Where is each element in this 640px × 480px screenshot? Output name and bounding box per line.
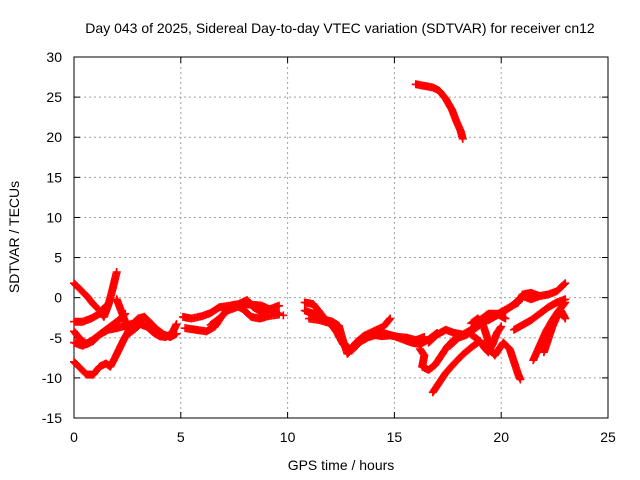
- data-point: [172, 329, 181, 338]
- data-point: [497, 322, 506, 331]
- series-satellite-track-24: [529, 298, 570, 365]
- series-satellite-track-15: [411, 80, 467, 143]
- series-satellite-track-21: [467, 322, 506, 357]
- data-marks: [70, 80, 570, 397]
- data-point: [101, 302, 110, 311]
- y-tick-label: -10: [42, 370, 62, 386]
- data-point: [172, 320, 181, 329]
- data-point: [112, 267, 121, 276]
- x-tick-label: 15: [387, 429, 403, 445]
- y-tick-label: 15: [46, 169, 62, 185]
- data-point: [386, 314, 395, 323]
- y-tick-label: 20: [46, 129, 62, 145]
- data-point: [496, 323, 505, 332]
- x-tick-label: 20: [493, 429, 509, 445]
- grid-lines: [74, 57, 608, 418]
- plot-frame: [73, 56, 609, 419]
- series-satellite-track-23: [510, 295, 570, 334]
- data-point: [102, 301, 111, 310]
- data-point: [560, 299, 569, 308]
- series-satellite-track-22: [484, 279, 570, 325]
- chart-title: Day 043 of 2025, Sidereal Day-to-day VTE…: [85, 20, 595, 36]
- series-satellite-track-11: [279, 311, 288, 320]
- series-satellite-track-13: [300, 306, 429, 355]
- y-tick-label: 5: [54, 250, 62, 266]
- data-point: [561, 314, 570, 323]
- data-point: [275, 301, 284, 310]
- series-satellite-track-25: [539, 306, 570, 357]
- series-satellite-track-17: [428, 336, 484, 397]
- data-point: [561, 279, 570, 288]
- y-tick-label: 25: [46, 89, 62, 105]
- y-axis-label: SDTVAR / TECUs: [6, 181, 22, 293]
- series-satellite-track-2: [70, 301, 111, 326]
- y-tick-label: 30: [46, 49, 62, 65]
- y-tick-label: -5: [50, 330, 63, 346]
- data-point: [458, 134, 467, 143]
- data-point: [516, 375, 525, 384]
- data-point: [385, 315, 394, 324]
- x-tick-label: 10: [280, 429, 296, 445]
- series-satellite-track-14: [304, 314, 442, 355]
- series-satellite-track-10: [206, 300, 284, 329]
- x-tick-label: 0: [70, 429, 78, 445]
- x-tick-label: 25: [600, 429, 616, 445]
- y-tick-label: 10: [46, 209, 62, 225]
- series-satellite-track-20: [467, 314, 525, 384]
- x-tick-label: 5: [177, 429, 185, 445]
- series-satellite-track-16: [416, 335, 459, 374]
- axis-ticks: 0 5 10 15 20 25 -15 -10 -5 0 5 10 15 20 25 30: [42, 49, 616, 445]
- series-satellite-track-7: [140, 312, 181, 341]
- x-axis-label: GPS time / hours: [288, 457, 395, 473]
- data-point: [560, 280, 569, 289]
- data-point: [561, 298, 570, 307]
- y-tick-label: 0: [54, 290, 62, 306]
- data-point: [501, 314, 510, 323]
- data-point: [275, 309, 284, 318]
- data-point: [279, 311, 288, 320]
- y-tick-label: -15: [42, 410, 62, 426]
